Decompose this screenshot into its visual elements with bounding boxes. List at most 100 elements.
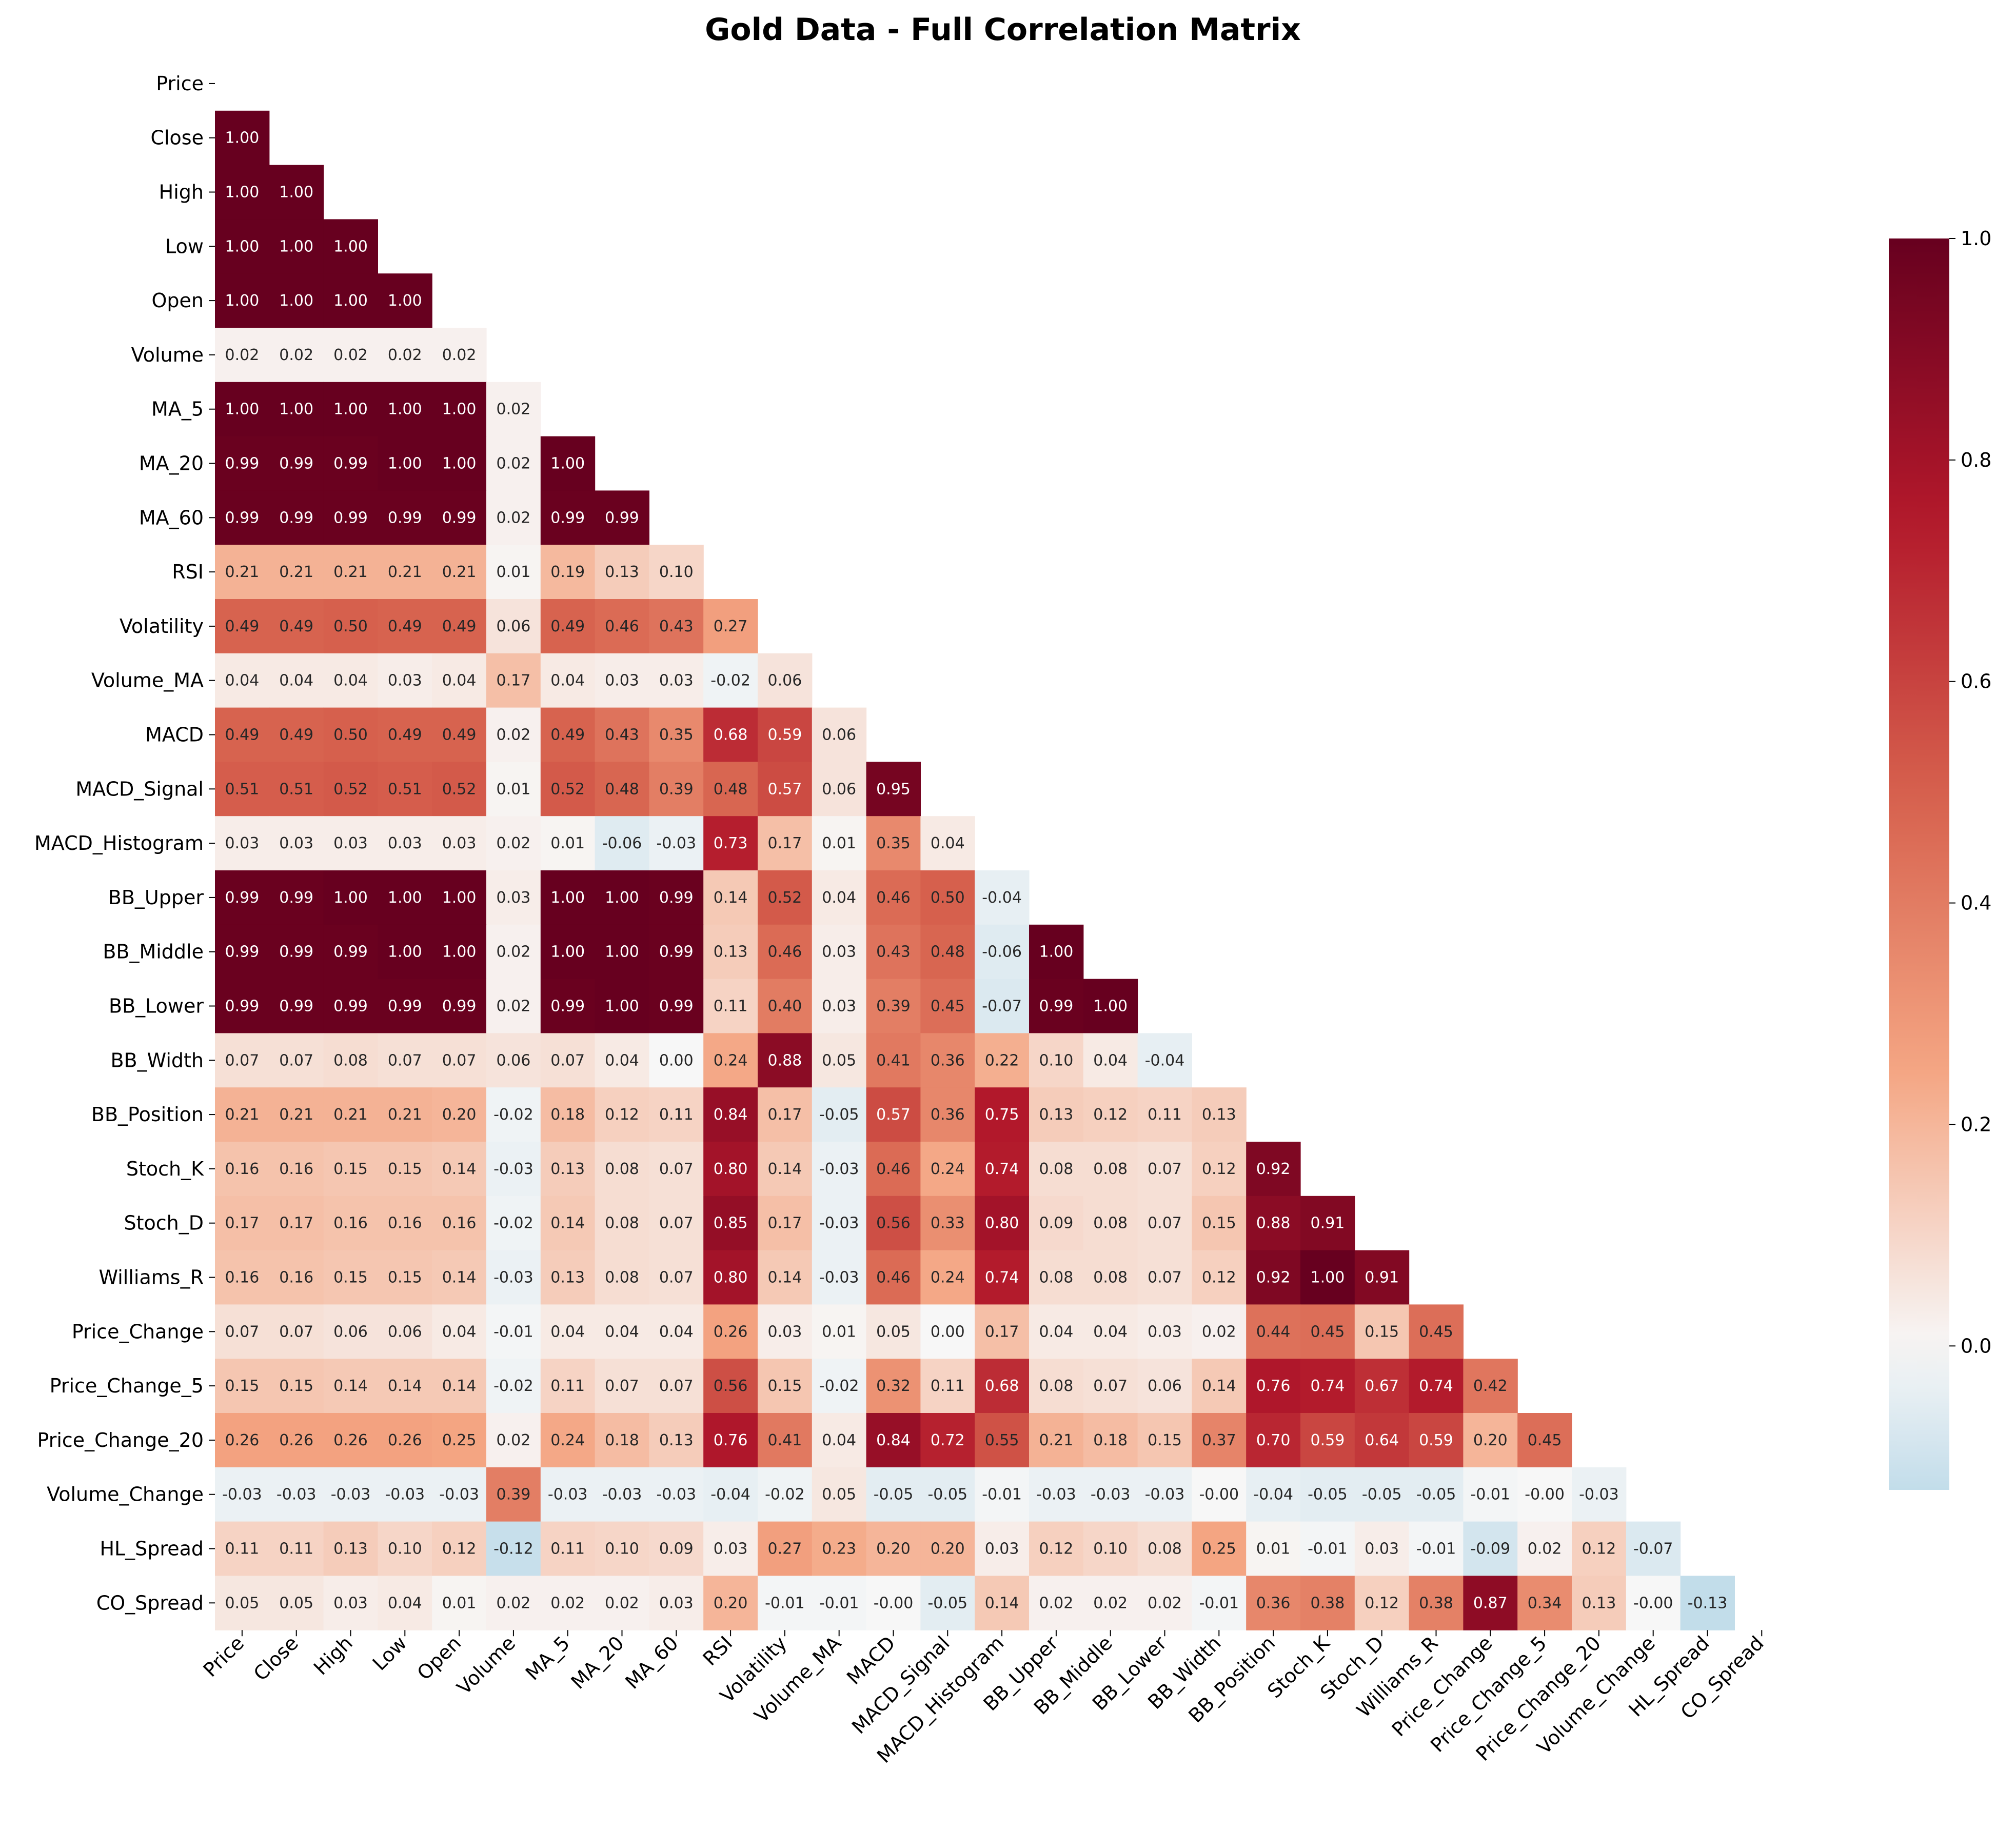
cell-value-label: -0.03 — [331, 1486, 371, 1504]
heatmap-cell — [215, 219, 270, 274]
chart-title: Gold Data - Full Correlation Matrix — [705, 12, 1301, 48]
cell-value-label: 0.50 — [931, 889, 965, 907]
heatmap-cell — [432, 816, 487, 871]
heatmap-cell — [1517, 1576, 1572, 1630]
cell-value-label: 0.11 — [1148, 1106, 1182, 1124]
cell-value-label: 0.19 — [550, 563, 585, 581]
heatmap-cell — [812, 1250, 867, 1305]
cell-value-label: 0.03 — [659, 672, 694, 690]
cell-value-label: -0.03 — [1579, 1486, 1619, 1504]
heatmap-cell — [269, 979, 324, 1033]
cell-value-label: 0.15 — [333, 1269, 368, 1287]
cell-value-label: 0.57 — [768, 780, 802, 798]
cell-value-label: 0.68 — [714, 726, 748, 744]
cell-value-label: 1.00 — [605, 943, 639, 961]
heatmap-cell — [323, 816, 378, 871]
cell-value-label: 0.04 — [659, 1323, 694, 1341]
cell-value-label: 0.07 — [659, 1215, 694, 1232]
heatmap-cell — [1409, 1304, 1464, 1359]
cell-value-label: 0.08 — [1039, 1160, 1074, 1178]
heatmap-cell — [1409, 1576, 1464, 1630]
cell-value-label: 0.24 — [550, 1431, 585, 1449]
cell-value-label: 0.08 — [605, 1215, 639, 1232]
cell-value-label: 0.99 — [388, 998, 422, 1016]
cell-value-label: 0.21 — [333, 1106, 368, 1124]
cell-value-label: 0.14 — [442, 1269, 477, 1287]
heatmap-cell — [486, 1304, 541, 1359]
heatmap-cell — [378, 1196, 432, 1251]
heatmap-cell — [215, 707, 270, 762]
cell-value-label: 0.17 — [225, 1215, 260, 1232]
heatmap-cell — [269, 870, 324, 925]
cell-value-label: 1.00 — [442, 889, 477, 907]
cell-value-label: 0.35 — [659, 726, 694, 744]
heatmap-cell — [215, 1359, 270, 1414]
cell-value-label: 0.11 — [550, 1377, 585, 1395]
cell-value-label: 0.14 — [442, 1160, 477, 1178]
heatmap-cell — [595, 870, 649, 925]
cell-value-label: 0.55 — [985, 1431, 1019, 1449]
heatmap-cell — [1517, 1467, 1572, 1522]
cell-value-label: 1.00 — [225, 129, 260, 147]
heatmap-cell — [1137, 1467, 1192, 1522]
heatmap-cell — [866, 1196, 921, 1251]
heatmap-cell — [812, 1576, 867, 1630]
cell-value-label: -0.00 — [874, 1594, 914, 1612]
cell-value-label: 0.21 — [333, 563, 368, 581]
heatmap-cell — [866, 816, 921, 871]
cell-value-label: -0.03 — [385, 1486, 425, 1504]
heatmap-cell — [378, 870, 432, 925]
cell-value-label: 0.16 — [388, 1215, 422, 1232]
cell-value-label: 0.88 — [768, 1051, 802, 1069]
cell-value-label: -0.03 — [493, 1269, 533, 1287]
heatmap-cell — [649, 924, 704, 980]
cell-value-label: -0.01 — [819, 1594, 859, 1612]
heatmap-cell — [540, 1521, 596, 1576]
heatmap-cell — [703, 870, 758, 925]
cell-value-label: 0.11 — [931, 1377, 965, 1395]
cell-value-label: 1.00 — [279, 401, 313, 419]
cell-value-label: 0.27 — [768, 1540, 802, 1558]
heatmap-cell — [1083, 1196, 1138, 1251]
heatmap-cell — [1572, 1576, 1627, 1630]
heatmap-cell — [1083, 1087, 1138, 1142]
cell-value-label: 0.99 — [550, 509, 585, 527]
heatmap-cell — [975, 1359, 1030, 1414]
heatmap-cell — [486, 816, 541, 871]
heatmap-cell — [540, 1196, 596, 1251]
heatmap-cell — [1192, 1413, 1247, 1468]
heatmap-cell — [595, 1250, 649, 1305]
heatmap-cell — [812, 1142, 867, 1197]
x-tick-label: Volume — [452, 1631, 520, 1699]
cell-value-label: 0.06 — [1148, 1377, 1182, 1395]
cell-value-label: 0.04 — [442, 672, 477, 690]
cell-value-label: 0.15 — [1365, 1323, 1399, 1341]
heatmap-cell — [269, 1250, 324, 1305]
heatmap-cell — [595, 1304, 649, 1359]
cell-value-label: 0.84 — [876, 1431, 911, 1449]
y-tick-label: MACD_Signal — [75, 778, 204, 800]
heatmap-cell — [486, 1467, 541, 1522]
heatmap-cell — [812, 1033, 867, 1088]
cell-value-label: -0.03 — [439, 1486, 479, 1504]
cell-value-label: 0.20 — [931, 1540, 965, 1558]
cell-value-label: 0.17 — [768, 834, 802, 852]
cell-value-label: 0.80 — [714, 1160, 748, 1178]
cell-value-label: 0.01 — [822, 1323, 856, 1341]
cell-value-label: 0.49 — [550, 726, 585, 744]
heatmap-cell — [486, 870, 541, 925]
heatmap-cell — [595, 1142, 649, 1197]
heatmap-cell — [269, 1467, 324, 1522]
heatmap-cell — [378, 762, 432, 817]
cell-value-label: 0.09 — [1039, 1215, 1074, 1232]
cell-value-label: -0.03 — [1036, 1486, 1076, 1504]
heatmap-cell — [812, 707, 867, 762]
heatmap-cell — [378, 1087, 432, 1142]
heatmap-cell — [378, 273, 432, 328]
cell-value-label: 0.10 — [659, 563, 694, 581]
cell-value-label: 0.13 — [714, 943, 748, 961]
cell-value-label: 1.00 — [388, 943, 422, 961]
cell-value-label: 0.03 — [279, 834, 313, 852]
heatmap-cell — [1300, 1250, 1355, 1305]
heatmap-cell — [486, 762, 541, 817]
